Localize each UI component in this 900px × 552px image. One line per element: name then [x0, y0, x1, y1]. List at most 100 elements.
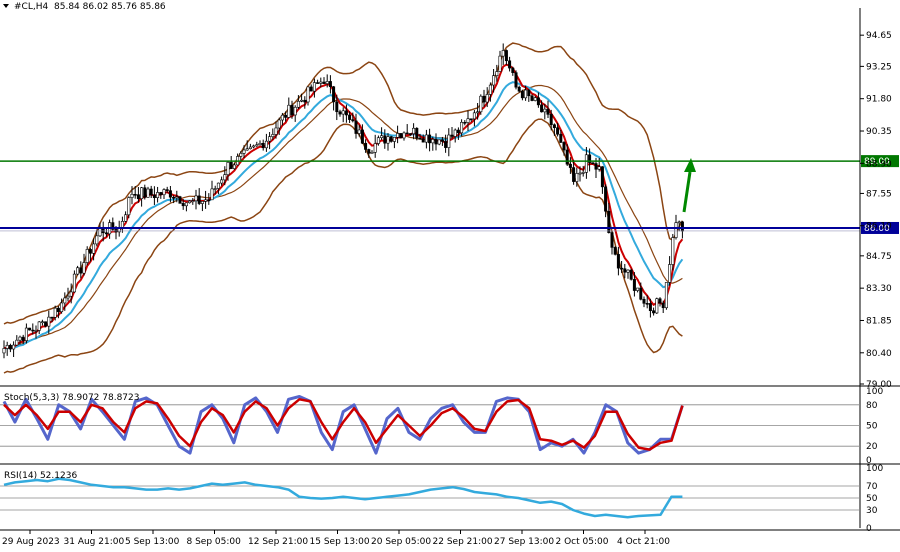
candle-body	[616, 254, 620, 269]
resistance-price-tag	[861, 155, 899, 168]
time-tick-label: 29 Aug 2023	[2, 537, 60, 547]
candle-body	[85, 249, 89, 263]
candle-body	[367, 149, 371, 154]
candle-body	[447, 134, 451, 148]
candle-body	[396, 133, 400, 138]
price-tick-label: 84.75	[866, 252, 892, 262]
candle-body	[191, 200, 195, 203]
candle-body	[133, 193, 137, 196]
candle-body	[98, 227, 102, 237]
candle-body	[175, 196, 179, 199]
candle-body	[136, 194, 140, 199]
candle-body	[664, 282, 668, 309]
candle-body	[111, 222, 115, 230]
up-arrow-icon	[682, 158, 696, 213]
rsi-panel[interactable]: 100 70 50 30 0 RSI(14) 52.1236	[0, 464, 883, 534]
time-tick-label: 2 Oct 05:00	[556, 537, 609, 547]
candle-body	[88, 249, 92, 254]
candle-body	[540, 104, 544, 113]
candle-body	[181, 203, 185, 207]
candle-body	[280, 114, 284, 121]
price-tick-label: 88.90	[866, 159, 892, 169]
candle-body	[632, 279, 636, 291]
time-tick-label: 8 Sep 05:00	[187, 537, 242, 547]
candle-body	[431, 139, 435, 144]
candle-body	[66, 295, 70, 299]
horizontal-levels[interactable]: 89.00 86.00	[0, 155, 899, 234]
dropdown-triangle-icon[interactable]	[3, 4, 9, 8]
price-panel[interactable]: 89.00 86.00 94.65 93.25 91.80 90.35 88.90 87.5…	[0, 8, 900, 531]
bollinger-middle-band	[3, 84, 683, 350]
candle-body	[28, 327, 32, 331]
candle-body	[581, 172, 585, 174]
candle-body	[610, 232, 614, 248]
candle-body	[194, 195, 198, 202]
candle-body	[79, 267, 83, 274]
candle-body	[344, 110, 348, 116]
candle-body	[399, 133, 403, 139]
candle-body	[127, 197, 131, 216]
candle-body	[680, 221, 684, 232]
candle-body	[498, 55, 502, 72]
stochastic-tick-label: 80	[866, 401, 878, 411]
candle-body	[239, 153, 243, 157]
stochastic-panel[interactable]: 100 80 50 20 0 Stoch(5,3,3) 78.9072 78.8723	[0, 387, 883, 466]
rsi-series-line	[3, 477, 683, 519]
candle-body	[322, 81, 326, 84]
candle-body	[476, 111, 480, 114]
candle-body	[2, 348, 6, 354]
candle-body	[143, 187, 147, 198]
candle-body	[648, 303, 652, 311]
candle-body	[354, 120, 358, 134]
ohlc-values: 85.84 86.02 85.76 85.86	[54, 2, 166, 12]
candle-body	[437, 139, 441, 145]
candle-body	[604, 186, 608, 212]
time-tick-label: 27 Sep 13:00	[494, 537, 554, 547]
bollinger-middle-line	[3, 84, 683, 350]
candle-body	[293, 106, 297, 116]
candle-body	[495, 71, 499, 76]
candle-body	[469, 118, 473, 121]
symbol-label: #CL,H4	[14, 2, 48, 12]
arrow-shaft	[682, 171, 692, 213]
candle-body	[319, 81, 323, 84]
candle-body	[210, 188, 214, 201]
candle-body	[623, 268, 627, 273]
candle-body	[325, 81, 329, 84]
candle-body	[661, 302, 665, 309]
candle-body	[348, 114, 352, 120]
candle-body	[482, 95, 486, 103]
candle-body	[274, 127, 278, 135]
time-tick-label: 22 Sep 21:00	[433, 537, 493, 547]
candle-body	[213, 188, 217, 190]
rsi-tick-label: 70	[866, 482, 878, 492]
candle-body	[364, 142, 368, 150]
candle-body	[60, 302, 64, 312]
candle-body	[517, 86, 521, 92]
candle-body	[671, 237, 675, 265]
candle-body	[524, 89, 528, 99]
resistance-price-label: 89.00	[864, 157, 890, 167]
candle-body	[248, 146, 252, 150]
candle-body	[652, 310, 656, 314]
candle-body	[565, 149, 569, 165]
candle-body	[421, 138, 425, 143]
candle-body	[578, 172, 582, 175]
candle-body	[485, 94, 489, 103]
candlesticks	[2, 43, 684, 359]
candle-body	[658, 298, 662, 304]
rsi-axis: 100 70 50 30 0	[866, 464, 883, 534]
candle-body	[572, 167, 576, 182]
candle-body	[31, 329, 35, 332]
rsi-tick-label: 0	[866, 524, 872, 534]
candle-body	[197, 195, 201, 204]
current-price-tag	[861, 221, 899, 234]
candle-body	[415, 127, 419, 139]
candle-body	[92, 243, 96, 254]
candle-body	[140, 187, 144, 199]
price-tick-label: 79.00	[866, 380, 892, 390]
candle-body	[159, 192, 163, 196]
time-tick-label: 4 Oct 21:00	[617, 537, 670, 547]
